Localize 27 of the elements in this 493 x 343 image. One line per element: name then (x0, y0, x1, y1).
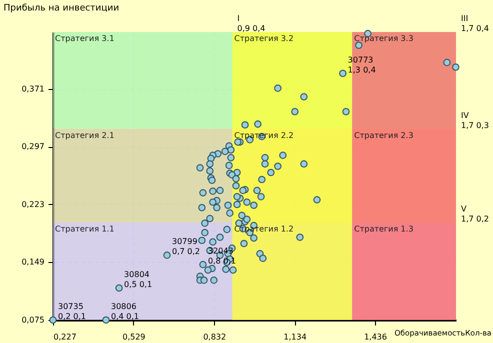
y-tick-label: 0,371 (22, 84, 44, 94)
y-axis-title: Прибыль на инвестиции (4, 4, 120, 14)
y-tick-label: 0,075 (22, 316, 44, 324)
annotation: 30773 1,3 0,4 (348, 55, 376, 74)
annotation: V 1,7 0,2 (461, 204, 489, 224)
annotation: 30804 0,5 0,1 (124, 270, 152, 289)
x-tick-label: 0,832 (203, 332, 226, 342)
y-tick-label: 0,149 (22, 258, 44, 267)
x-tick-label: 0,529 (122, 332, 146, 342)
annotation: I 0,9 0,4 (237, 14, 266, 33)
annotation: 30799 0,7 0,2 (172, 237, 200, 256)
annotation: Стратегия 2.3 (354, 130, 414, 140)
y-tick-label: 0,297 (22, 142, 44, 152)
annotation: Стратегия 3.1 (55, 34, 114, 43)
x-tick-label: 0,227 (54, 332, 76, 342)
annotation: Стратегия 1.1 (55, 224, 114, 234)
annotation: IV 1,7 0,3 (461, 110, 489, 130)
annotation: Стратегия 2.1 (55, 130, 114, 140)
x-tick-label: 1,134 (284, 332, 307, 342)
annotation: III 1,7 0,4 (461, 14, 489, 33)
y-tick-label: 0,223 (22, 200, 44, 209)
annotation: Стратегия 1.3 (354, 224, 414, 234)
annotation: Стратегия 3.3 (354, 34, 414, 43)
annotation: 30806 0,4 0,1 (111, 302, 140, 321)
x-tick-label: 1,436 (364, 332, 387, 342)
annotation: Стратегия 3.2 (234, 34, 294, 43)
annotation: 30735 0,2 0,1 (58, 302, 86, 321)
